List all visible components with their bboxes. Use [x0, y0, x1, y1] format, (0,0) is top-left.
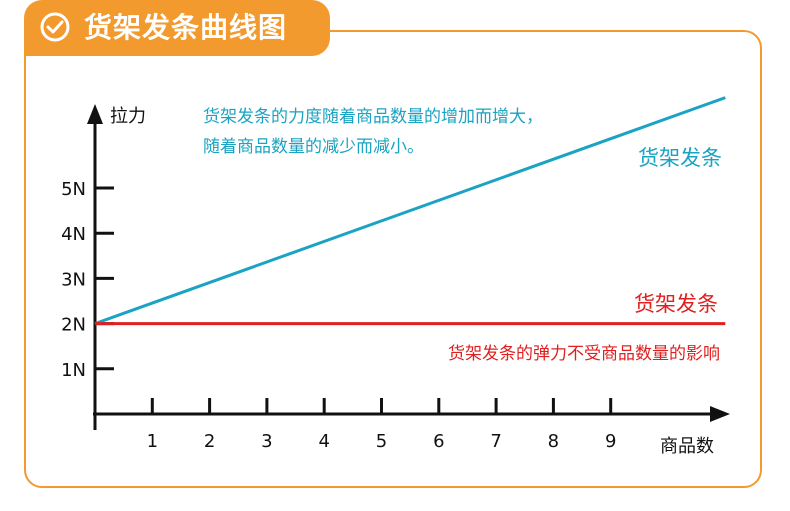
series-label-flat: 货架发条: [634, 292, 718, 316]
annotation-rising-line: 随着商品数量的减少而减小。: [203, 137, 424, 157]
y-tick-label: 1N: [61, 360, 86, 381]
y-tick-label: 4N: [61, 224, 86, 245]
x-tick-label: 4: [318, 431, 329, 452]
y-tick-label: 3N: [61, 269, 86, 290]
ticks: 1 2 3 4 5 6 7 8 9 1N 2N 3N 4N 5N: [61, 179, 616, 452]
x-axis-arrow: [710, 406, 730, 422]
page-title: 货架发条曲线图: [84, 11, 288, 44]
y-axis-arrow: [87, 104, 103, 124]
x-tick-label: 7: [490, 431, 501, 452]
series-line-rising: [94, 96, 726, 326]
x-tick-label: 1: [147, 431, 158, 452]
y-tick-label: 5N: [61, 179, 86, 200]
x-tick-label: 6: [433, 431, 444, 452]
x-tick-label: 2: [204, 431, 215, 452]
check-circle-icon: [40, 12, 70, 42]
series-label-rising: 货架发条: [638, 146, 722, 170]
x-tick-label: 3: [261, 431, 272, 452]
title-tab: 货架发条曲线图: [24, 0, 330, 56]
x-tick-label: 8: [548, 431, 559, 452]
y-axis-label: 拉力: [110, 106, 146, 127]
annotation-flat-line: 货架发条的弹力不受商品数量的影响: [448, 344, 720, 364]
y-tick-label: 2N: [61, 315, 86, 336]
x-axis-label: 商品数: [660, 436, 714, 457]
series-labels: 货架发条货架发条货架发条的力度随着商品数量的增加而增大，随着商品数量的减少而减小…: [203, 107, 722, 364]
x-tick-label: 9: [605, 431, 616, 452]
x-tick-label: 5: [376, 431, 387, 452]
chart-frame: [24, 30, 762, 488]
series-lines: [94, 96, 726, 326]
annotation-rising-line: 货架发条的力度随着商品数量的增加而增大，: [203, 107, 543, 127]
